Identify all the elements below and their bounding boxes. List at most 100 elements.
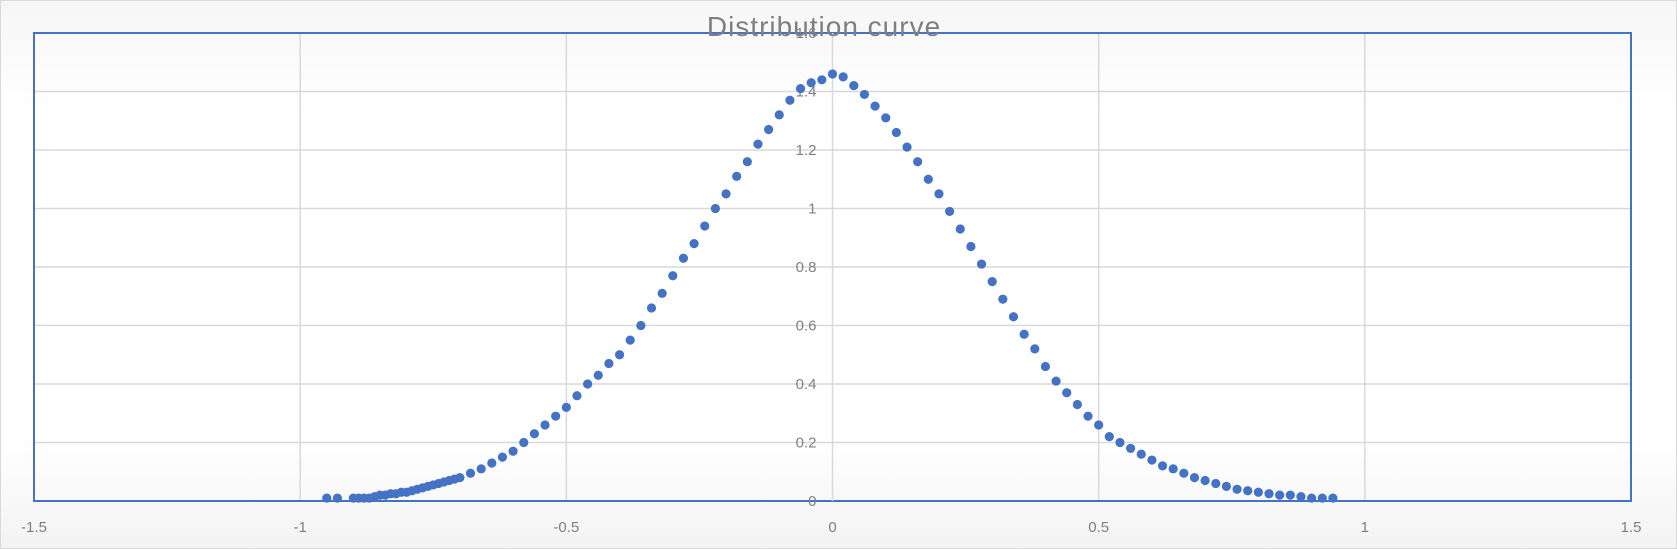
data-point bbox=[1211, 478, 1221, 489]
data-point bbox=[551, 411, 561, 421]
data-point bbox=[764, 124, 774, 135]
data-point bbox=[902, 142, 912, 152]
data-point bbox=[966, 241, 976, 252]
data-point bbox=[806, 78, 816, 88]
data-point bbox=[1157, 461, 1168, 471]
data-point bbox=[668, 271, 678, 281]
data-point bbox=[1317, 493, 1327, 503]
data-point bbox=[1328, 493, 1338, 503]
data-point bbox=[998, 294, 1008, 304]
data-point bbox=[891, 127, 901, 138]
y-tick-label: 0 bbox=[808, 493, 816, 510]
data-points bbox=[322, 69, 1338, 503]
data-point bbox=[945, 206, 955, 217]
data-point bbox=[508, 446, 518, 456]
data-point bbox=[849, 81, 859, 91]
y-tick-label: 0.2 bbox=[796, 435, 817, 452]
y-tick-label: 1.2 bbox=[796, 142, 817, 159]
data-point bbox=[987, 277, 997, 287]
chart-title: Distribution curve bbox=[707, 11, 941, 42]
y-tick-label: 0.8 bbox=[796, 259, 817, 276]
data-point bbox=[625, 335, 635, 345]
data-point bbox=[774, 110, 784, 120]
x-tick-label: 1 bbox=[1361, 519, 1369, 536]
data-point bbox=[870, 101, 880, 111]
data-point bbox=[913, 157, 923, 167]
data-point bbox=[732, 171, 742, 181]
data-point bbox=[955, 224, 965, 234]
x-tick-label: -1.5 bbox=[21, 519, 47, 536]
x-tick-label: 0 bbox=[828, 519, 836, 536]
data-point bbox=[657, 288, 667, 298]
data-point bbox=[976, 259, 987, 269]
data-point bbox=[561, 402, 571, 412]
x-tick-label: -1 bbox=[293, 519, 306, 536]
data-point bbox=[646, 303, 657, 313]
data-point bbox=[1189, 473, 1200, 483]
data-point bbox=[529, 429, 539, 439]
data-point bbox=[519, 437, 529, 448]
data-point bbox=[1040, 361, 1051, 372]
data-point bbox=[1275, 490, 1285, 500]
data-point bbox=[1019, 329, 1029, 339]
data-point bbox=[1136, 449, 1146, 459]
data-point bbox=[827, 69, 838, 79]
data-point bbox=[1253, 487, 1263, 497]
data-point bbox=[583, 379, 593, 389]
data-point bbox=[1094, 420, 1104, 430]
data-point bbox=[1115, 437, 1125, 448]
data-point bbox=[1168, 464, 1178, 474]
data-point bbox=[923, 174, 933, 184]
y-tick-label: 1.6 bbox=[796, 25, 817, 42]
data-point bbox=[1030, 344, 1040, 354]
data-point bbox=[859, 89, 870, 100]
data-point bbox=[1221, 481, 1232, 491]
axes bbox=[33, 32, 1632, 502]
data-point bbox=[742, 157, 752, 167]
data-point bbox=[689, 239, 699, 249]
x-tick-label: -0.5 bbox=[553, 519, 579, 536]
data-point bbox=[721, 189, 731, 199]
data-point bbox=[1008, 312, 1019, 322]
data-point bbox=[487, 458, 497, 468]
data-point bbox=[838, 72, 848, 82]
data-point bbox=[1232, 484, 1242, 494]
data-point bbox=[455, 473, 465, 483]
data-point bbox=[593, 370, 603, 380]
data-point bbox=[572, 391, 582, 401]
data-point bbox=[1104, 432, 1114, 442]
data-point bbox=[476, 464, 486, 474]
data-point bbox=[1264, 489, 1274, 499]
data-point bbox=[1147, 455, 1157, 465]
data-point bbox=[332, 493, 343, 503]
data-point bbox=[1179, 468, 1189, 478]
x-tick-label: 1.5 bbox=[1621, 519, 1642, 536]
data-point bbox=[934, 189, 944, 199]
data-point bbox=[1083, 411, 1093, 421]
data-point bbox=[636, 320, 646, 331]
y-tick-label: 1 bbox=[808, 201, 816, 218]
tick-labels: 00.20.40.60.811.21.41.6-1.5 -1 -0.5 0 0.5 1 1.… bbox=[21, 25, 1641, 536]
data-point bbox=[710, 203, 720, 214]
x-tick-label: 0.5 bbox=[1088, 519, 1109, 536]
data-point bbox=[540, 420, 550, 430]
data-point bbox=[614, 350, 625, 360]
data-point bbox=[604, 358, 614, 369]
y-tick-label: 0.4 bbox=[796, 376, 817, 393]
data-point bbox=[753, 139, 763, 149]
data-point bbox=[785, 95, 795, 105]
data-point bbox=[465, 468, 476, 478]
data-point bbox=[1051, 376, 1061, 386]
data-point bbox=[817, 75, 827, 85]
data-point bbox=[1200, 475, 1210, 486]
data-point bbox=[1307, 493, 1317, 503]
data-point bbox=[322, 493, 332, 503]
data-point bbox=[1072, 399, 1082, 410]
data-point bbox=[497, 452, 508, 462]
data-point bbox=[1296, 492, 1306, 502]
data-point bbox=[1285, 490, 1295, 500]
data-point bbox=[1126, 443, 1136, 453]
data-point bbox=[1243, 486, 1253, 496]
